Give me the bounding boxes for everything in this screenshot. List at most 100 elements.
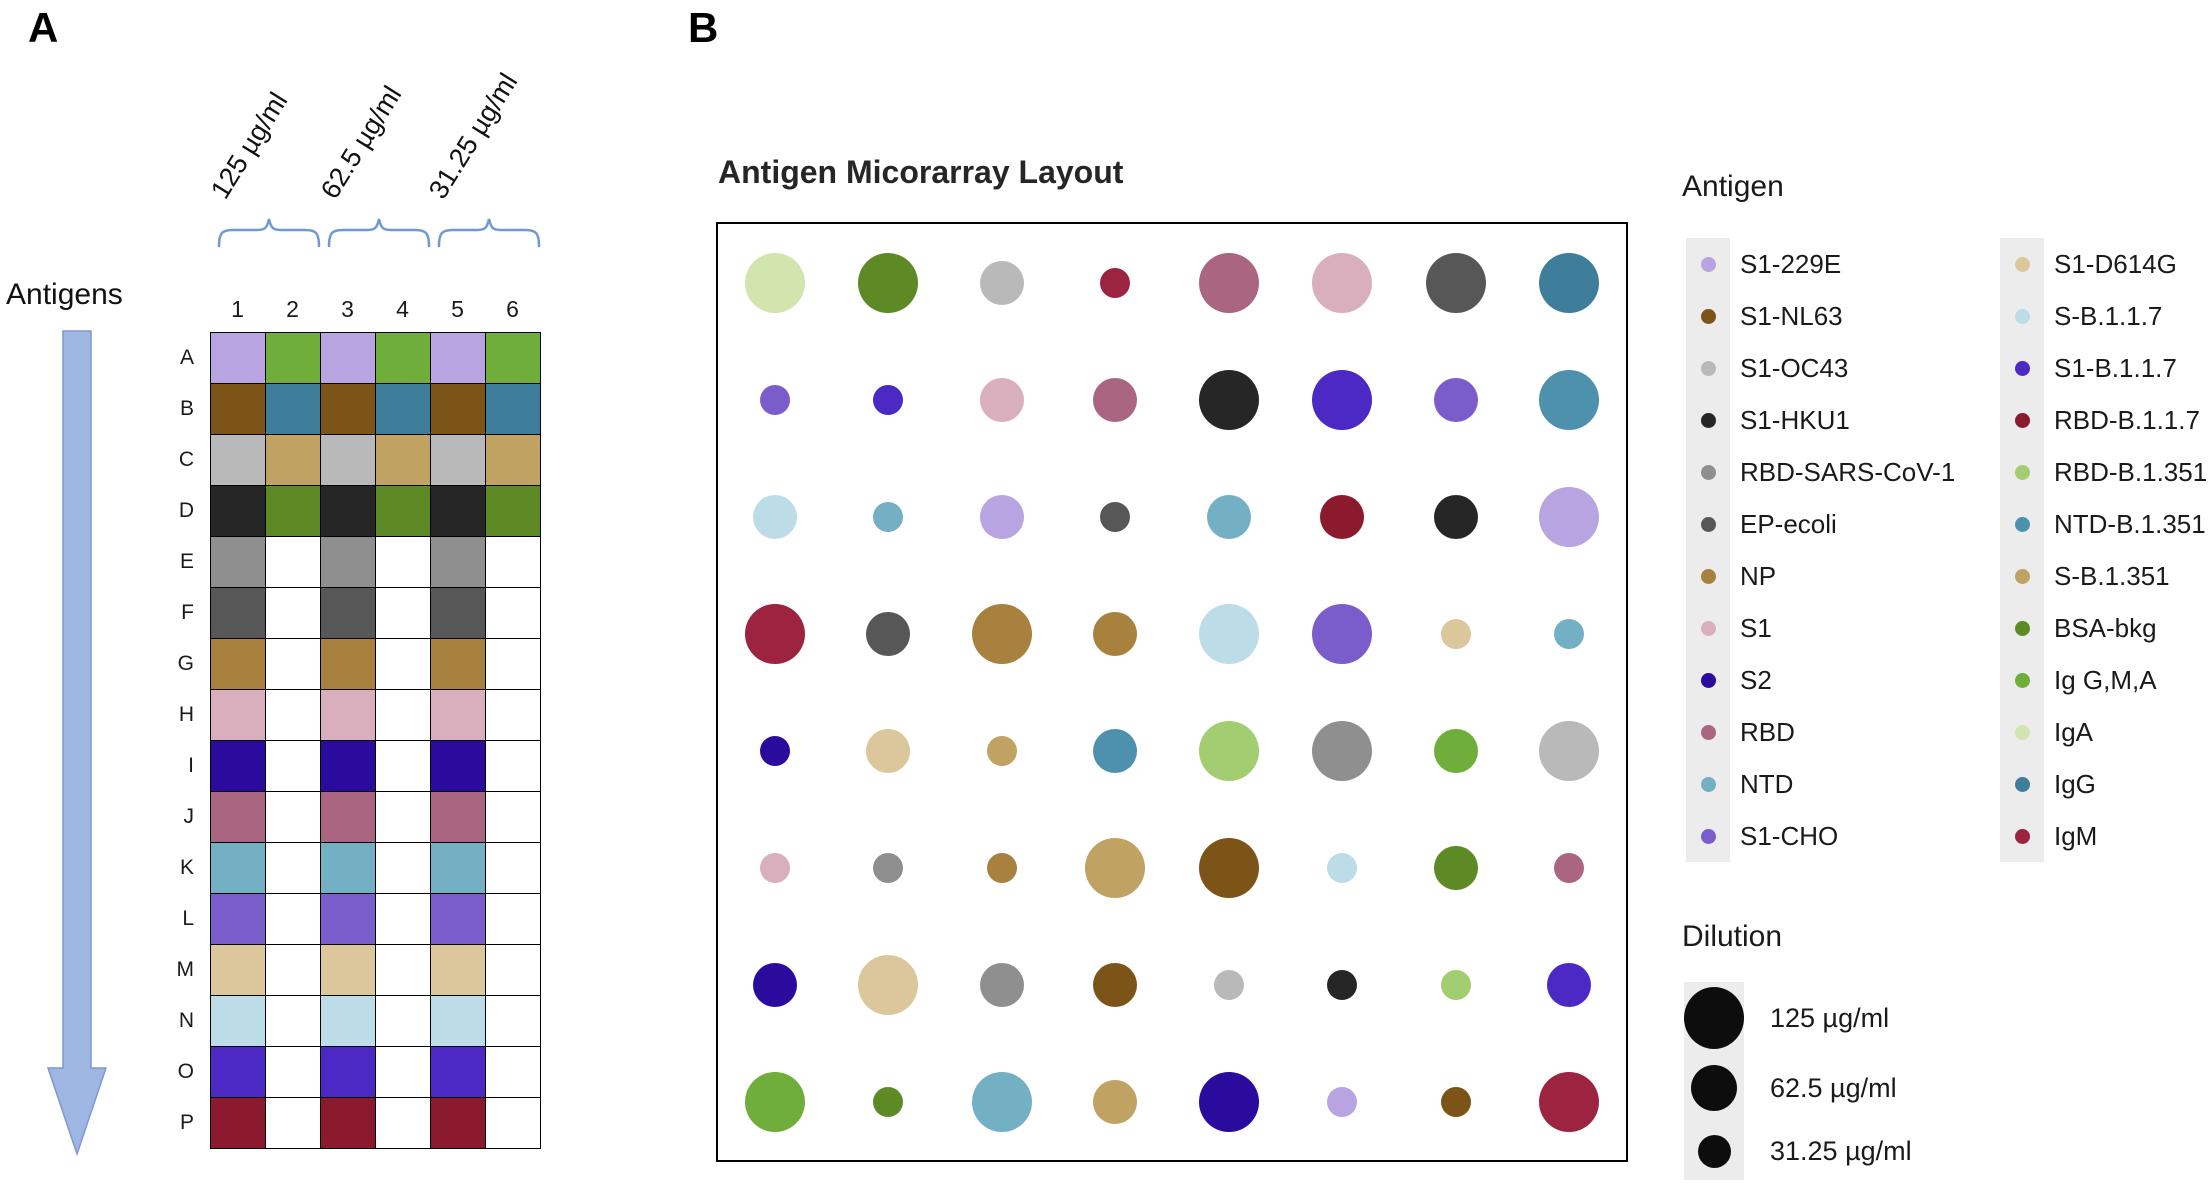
- panel-a-label: A: [28, 4, 59, 51]
- legend-item: S1-B.1.1.7: [2000, 342, 2207, 394]
- legend-color-dot: [1700, 412, 1716, 428]
- grid-cell: [376, 1098, 431, 1149]
- dot-cell: [718, 341, 832, 458]
- legend-item: S1-CHO: [1686, 810, 1955, 862]
- legend-dot-wrap: [2000, 360, 2044, 376]
- dot-cell: [1059, 575, 1173, 692]
- legend-color-dot: [2014, 568, 2030, 584]
- array-dot: [1093, 728, 1138, 773]
- grid-cell: [431, 792, 486, 843]
- legend-color-dot: [1700, 464, 1716, 480]
- dot-cell: [1513, 926, 1627, 1043]
- grid-cell: [211, 435, 266, 486]
- row-label: P: [179, 1110, 194, 1134]
- legend-color-dot: [2014, 672, 2030, 688]
- dot-cell: [832, 341, 946, 458]
- grid-cell: [321, 588, 376, 639]
- legend-color-dot: [2014, 620, 2030, 636]
- array-dot: [1312, 603, 1373, 664]
- legend-dot-wrap: [2000, 516, 2044, 532]
- legend-item: NP: [1686, 550, 1955, 602]
- dot-cell: [1059, 458, 1173, 575]
- legend-item: S1: [1686, 602, 1955, 654]
- row-label: O: [177, 1059, 194, 1083]
- row-label: L: [182, 906, 194, 930]
- dot-cell: [945, 575, 1059, 692]
- legend-color-dot: [2014, 828, 2030, 844]
- dot-grid: [718, 224, 1626, 1160]
- dot-cell: [1172, 575, 1286, 692]
- legend-item: EP-ecoli: [1686, 498, 1955, 550]
- array-dot: [752, 494, 797, 539]
- dot-cell: [1286, 809, 1400, 926]
- legend-label: EP-ecoli: [1740, 508, 1837, 539]
- legend-label: Ig G,M,A: [2054, 664, 2157, 695]
- dilution-label: 125 µg/ml: [1770, 1002, 1890, 1033]
- grid-cell: [431, 996, 486, 1047]
- array-dot: [858, 252, 919, 313]
- array-dot: [1539, 252, 1600, 313]
- dilution-label: 62.5 µg/ml: [1770, 1072, 1897, 1103]
- dot-cell: [1399, 809, 1513, 926]
- legend-color-dot: [1700, 672, 1716, 688]
- array-dot: [1539, 369, 1600, 430]
- array-dot: [1440, 1086, 1471, 1117]
- array-dot: [979, 377, 1024, 422]
- dot-cell: [945, 458, 1059, 575]
- dot-cell: [832, 809, 946, 926]
- legend-color-dot: [1700, 360, 1716, 376]
- grid-cell: [266, 384, 321, 435]
- array-dot: [1198, 837, 1259, 898]
- legend-dot-wrap: [1686, 308, 1730, 324]
- legend-dot-wrap: [2000, 776, 2044, 792]
- grid-cell: [431, 588, 486, 639]
- array-dot: [1433, 728, 1478, 773]
- row-label: N: [178, 1008, 194, 1032]
- grid-cell: [266, 537, 321, 588]
- row-label: C: [178, 447, 194, 471]
- grid-cell: [431, 639, 486, 690]
- grid-cell: [211, 741, 266, 792]
- dot-cell: [1286, 575, 1400, 692]
- legend-label: S-B.1.1.7: [2054, 300, 2163, 331]
- legend-item: BSA-bkg: [2000, 602, 2207, 654]
- grid-cell: [266, 333, 321, 384]
- grid-cell: [266, 639, 321, 690]
- legend-label: S1-D614G: [2054, 248, 2177, 279]
- grid-cell: [376, 435, 431, 486]
- dot-cell: [1399, 575, 1513, 692]
- array-dot: [1547, 962, 1592, 1007]
- dot-cell: [1513, 341, 1627, 458]
- concentration-label-125: 125 µg/ml: [204, 87, 294, 204]
- column-header: 3: [341, 296, 354, 322]
- grid-cell: [431, 945, 486, 996]
- array-dot: [1327, 1086, 1358, 1117]
- grid-cell: [211, 486, 266, 537]
- array-dot: [1198, 252, 1259, 313]
- grid-cell: [321, 1098, 376, 1149]
- array-dot: [744, 252, 805, 313]
- microarray-title: Antigen Micorarray Layout: [718, 154, 1124, 190]
- legend-strip-1: [1686, 238, 1730, 862]
- dot-cell: [1286, 224, 1400, 341]
- grid-cell: [486, 639, 541, 690]
- array-dot: [1312, 252, 1373, 313]
- grid-cell: [376, 894, 431, 945]
- array-dot: [1198, 1071, 1259, 1132]
- dot-cell: [945, 692, 1059, 809]
- array-dot: [873, 501, 904, 532]
- grid-cell: [321, 690, 376, 741]
- grid-cell: [266, 1098, 321, 1149]
- dot-cell: [1059, 224, 1173, 341]
- grid-cell: [486, 384, 541, 435]
- array-dot: [986, 735, 1017, 766]
- legend-item: NTD: [1686, 758, 1955, 810]
- dot-cell: [1286, 458, 1400, 575]
- dot-cell: [1172, 341, 1286, 458]
- legend-dot-wrap: [2000, 568, 2044, 584]
- grid-cell: [321, 792, 376, 843]
- row-label: A: [179, 345, 194, 369]
- array-dot: [1093, 962, 1138, 1007]
- grid-cell: [376, 741, 431, 792]
